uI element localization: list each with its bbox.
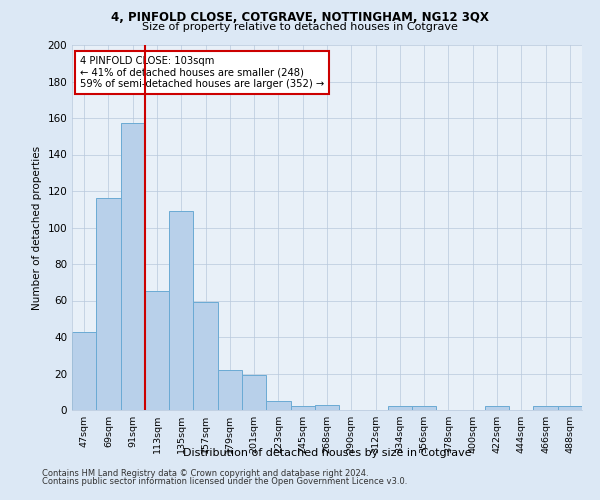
Bar — [169, 211, 193, 410]
Text: 4, PINFOLD CLOSE, COTGRAVE, NOTTINGHAM, NG12 3QX: 4, PINFOLD CLOSE, COTGRAVE, NOTTINGHAM, … — [111, 11, 489, 24]
Bar — [388, 406, 412, 410]
Bar — [72, 332, 96, 410]
Bar — [121, 124, 145, 410]
Bar — [558, 406, 582, 410]
Bar — [145, 292, 169, 410]
Bar — [96, 198, 121, 410]
Bar — [533, 406, 558, 410]
Text: 4 PINFOLD CLOSE: 103sqm
← 41% of detached houses are smaller (248)
59% of semi-d: 4 PINFOLD CLOSE: 103sqm ← 41% of detache… — [80, 56, 324, 89]
Bar — [315, 404, 339, 410]
Bar — [242, 376, 266, 410]
Text: Size of property relative to detached houses in Cotgrave: Size of property relative to detached ho… — [142, 22, 458, 32]
Text: Distribution of detached houses by size in Cotgrave: Distribution of detached houses by size … — [182, 448, 472, 458]
Bar — [266, 401, 290, 410]
Bar — [412, 406, 436, 410]
Text: Contains public sector information licensed under the Open Government Licence v3: Contains public sector information licen… — [42, 477, 407, 486]
Bar — [193, 302, 218, 410]
Bar — [485, 406, 509, 410]
Text: Contains HM Land Registry data © Crown copyright and database right 2024.: Contains HM Land Registry data © Crown c… — [42, 468, 368, 477]
Bar — [290, 406, 315, 410]
Bar — [218, 370, 242, 410]
Y-axis label: Number of detached properties: Number of detached properties — [32, 146, 42, 310]
